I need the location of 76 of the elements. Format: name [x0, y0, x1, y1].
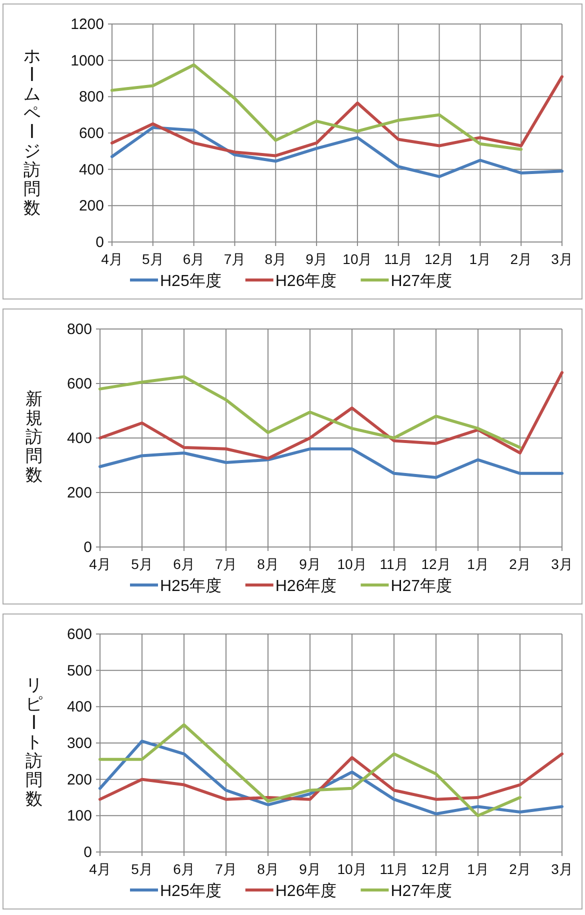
y-axis-title: 新規訪問数 [26, 390, 42, 484]
x-tick-label: 5月 [131, 556, 153, 572]
x-tick-label: 10月 [342, 251, 372, 267]
x-tick-label: 6月 [173, 556, 195, 572]
x-tick-label: 12月 [421, 861, 451, 877]
x-tick-label: 8月 [257, 861, 279, 877]
y-tick-label: 200 [78, 198, 104, 215]
y-tick-label: 100 [66, 808, 92, 825]
x-tick-label: 4月 [89, 556, 111, 572]
x-tick-label: 11月 [384, 251, 413, 267]
line-series [98, 723, 522, 818]
y-tick-label: 500 [66, 662, 92, 680]
legend-label: H26年度 [275, 577, 337, 595]
legend-label: H25年度 [160, 272, 222, 290]
line-series [98, 752, 564, 801]
x-tick-label: 10月 [337, 861, 367, 877]
legend-label: H25年度 [160, 577, 222, 595]
x-tick-label: 4月 [101, 251, 123, 267]
x-tick-label: 3月 [551, 861, 573, 877]
x-tick-label: 12月 [421, 556, 451, 572]
x-tick-label: 9月 [299, 861, 321, 877]
y-tick-label: 0 [84, 539, 92, 556]
x-tick-label: 3月 [551, 251, 573, 267]
x-tick-label: 11月 [380, 556, 408, 572]
y-tick-label: 400 [66, 430, 92, 447]
y-tick-label: 600 [66, 626, 92, 643]
y-tick-label: 400 [78, 161, 104, 178]
x-tick-label: 6月 [173, 861, 195, 877]
line-series [98, 447, 564, 480]
x-tick-label: 12月 [424, 251, 454, 267]
line-series [98, 740, 564, 816]
x-tick-label: 8月 [257, 556, 279, 572]
line-series [110, 126, 564, 178]
y-tick-label: 1000 [70, 52, 104, 70]
line-series [98, 371, 564, 460]
x-tick-label: 2月 [509, 556, 531, 572]
y-tick-label: 200 [66, 484, 92, 502]
y-tick-label: 800 [66, 321, 92, 338]
y-axis-title: リピート訪問数 [24, 676, 42, 808]
x-tick-label: 7月 [215, 861, 237, 877]
x-tick-label: 2月 [509, 861, 531, 877]
y-tick-label: 200 [66, 771, 92, 788]
y-tick-label: 600 [66, 376, 92, 392]
x-tick-label: 1月 [467, 556, 489, 572]
line-series [110, 75, 564, 158]
x-tick-label: 10月 [337, 556, 367, 572]
legend-label: H27年度 [390, 272, 452, 290]
x-tick-label: 5月 [131, 861, 153, 877]
x-tick-label: 11月 [380, 861, 408, 877]
x-tick-label: 3月 [551, 556, 573, 572]
x-tick-label: 1月 [467, 861, 489, 877]
legend-label: H25年度 [160, 882, 222, 900]
y-tick-label: 1200 [70, 16, 104, 33]
x-tick-label: 9月 [306, 251, 328, 267]
x-tick-label: 9月 [299, 556, 321, 572]
x-tick-label: 4月 [89, 861, 111, 877]
legend-label: H26年度 [275, 272, 337, 290]
y-tick-label: 600 [78, 125, 104, 142]
y-tick-label: 800 [78, 88, 104, 106]
x-tick-label: 7月 [224, 251, 246, 267]
x-tick-label: 5月 [142, 251, 164, 267]
y-tick-label: 400 [66, 698, 92, 716]
x-tick-label: 1月 [469, 251, 492, 267]
x-tick-label: 7月 [215, 556, 237, 572]
text: ホームページ訪問数 [22, 46, 40, 218]
line-series [98, 375, 522, 450]
legend-label: H27年度 [390, 577, 452, 595]
y-tick-label: 300 [66, 735, 92, 752]
legend-label: H27年度 [390, 882, 452, 900]
x-tick-label: 6月 [182, 251, 205, 267]
x-tick-label: 8月 [264, 251, 287, 267]
x-tick-label: 2月 [510, 251, 532, 267]
legend-label: H26年度 [275, 882, 337, 900]
y-tick-label: 0 [84, 844, 92, 861]
y-tick-label: 0 [96, 234, 104, 251]
line-series [110, 63, 523, 151]
